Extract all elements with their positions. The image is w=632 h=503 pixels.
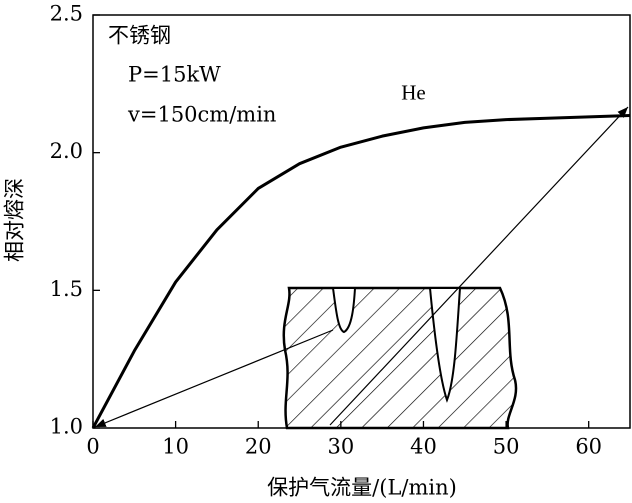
x-tick-label: 60 (575, 435, 602, 459)
y-tick-label: 2.5 (50, 2, 83, 26)
y-tick-label: 1.5 (50, 277, 83, 301)
x-tick-label: 50 (493, 435, 520, 459)
x-tick-label: 0 (86, 435, 99, 459)
x-tick-label: 30 (327, 435, 354, 459)
x-tick-label: 40 (410, 435, 437, 459)
x-axis-label: 保护气流量/(L/min) (267, 476, 457, 500)
y-tick-label: 1.0 (50, 415, 83, 439)
y-axis-label: 相对熔深 (3, 178, 27, 262)
annotation: P=15kW (128, 63, 221, 87)
y-tick-label: 2.0 (50, 139, 83, 163)
annotation: v=150cm/min (127, 103, 276, 127)
cross-section (94, 106, 629, 430)
series-label: He (401, 81, 426, 105)
x-tick-label: 10 (162, 435, 189, 459)
x-tick-label: 20 (245, 435, 272, 459)
annotation: 不锈钢 (108, 24, 171, 48)
line-series (91, 113, 631, 429)
